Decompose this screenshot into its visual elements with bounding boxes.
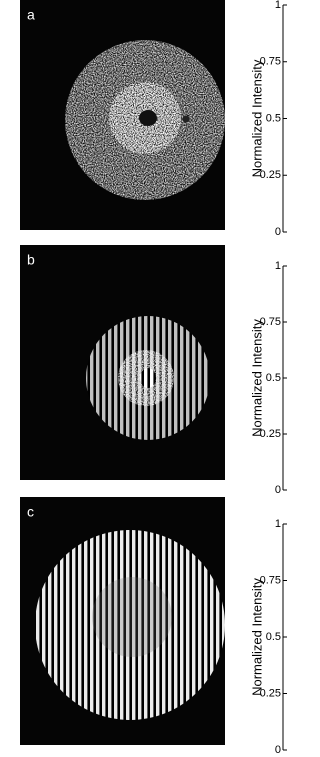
dark-spot — [139, 110, 157, 126]
dark-spot — [183, 116, 190, 123]
y-tick-label: 0 — [275, 484, 281, 496]
panel-label: b — [27, 252, 35, 268]
y-tick-label: 1 — [275, 0, 281, 11]
y-tick-label: 0.5 — [266, 631, 281, 643]
y-tick-label: 0 — [275, 744, 281, 756]
y-axis-label: Normalized Intensity — [249, 59, 264, 177]
y-tick-label: 1 — [275, 260, 281, 272]
y-axis-label: Normalized Intensity — [249, 578, 264, 696]
dark-spot — [140, 368, 156, 388]
panel-label: c — [27, 504, 34, 520]
y-axis-label: Normalized Intensity — [249, 319, 264, 437]
y-tick-label: 1 — [275, 518, 281, 530]
fringe-haze — [92, 577, 172, 657]
y-tick-label: 0.5 — [266, 372, 281, 384]
y-tick-label: 0.5 — [266, 112, 281, 124]
y-tick-label: 0 — [275, 226, 281, 238]
panel-label: a — [27, 7, 35, 23]
